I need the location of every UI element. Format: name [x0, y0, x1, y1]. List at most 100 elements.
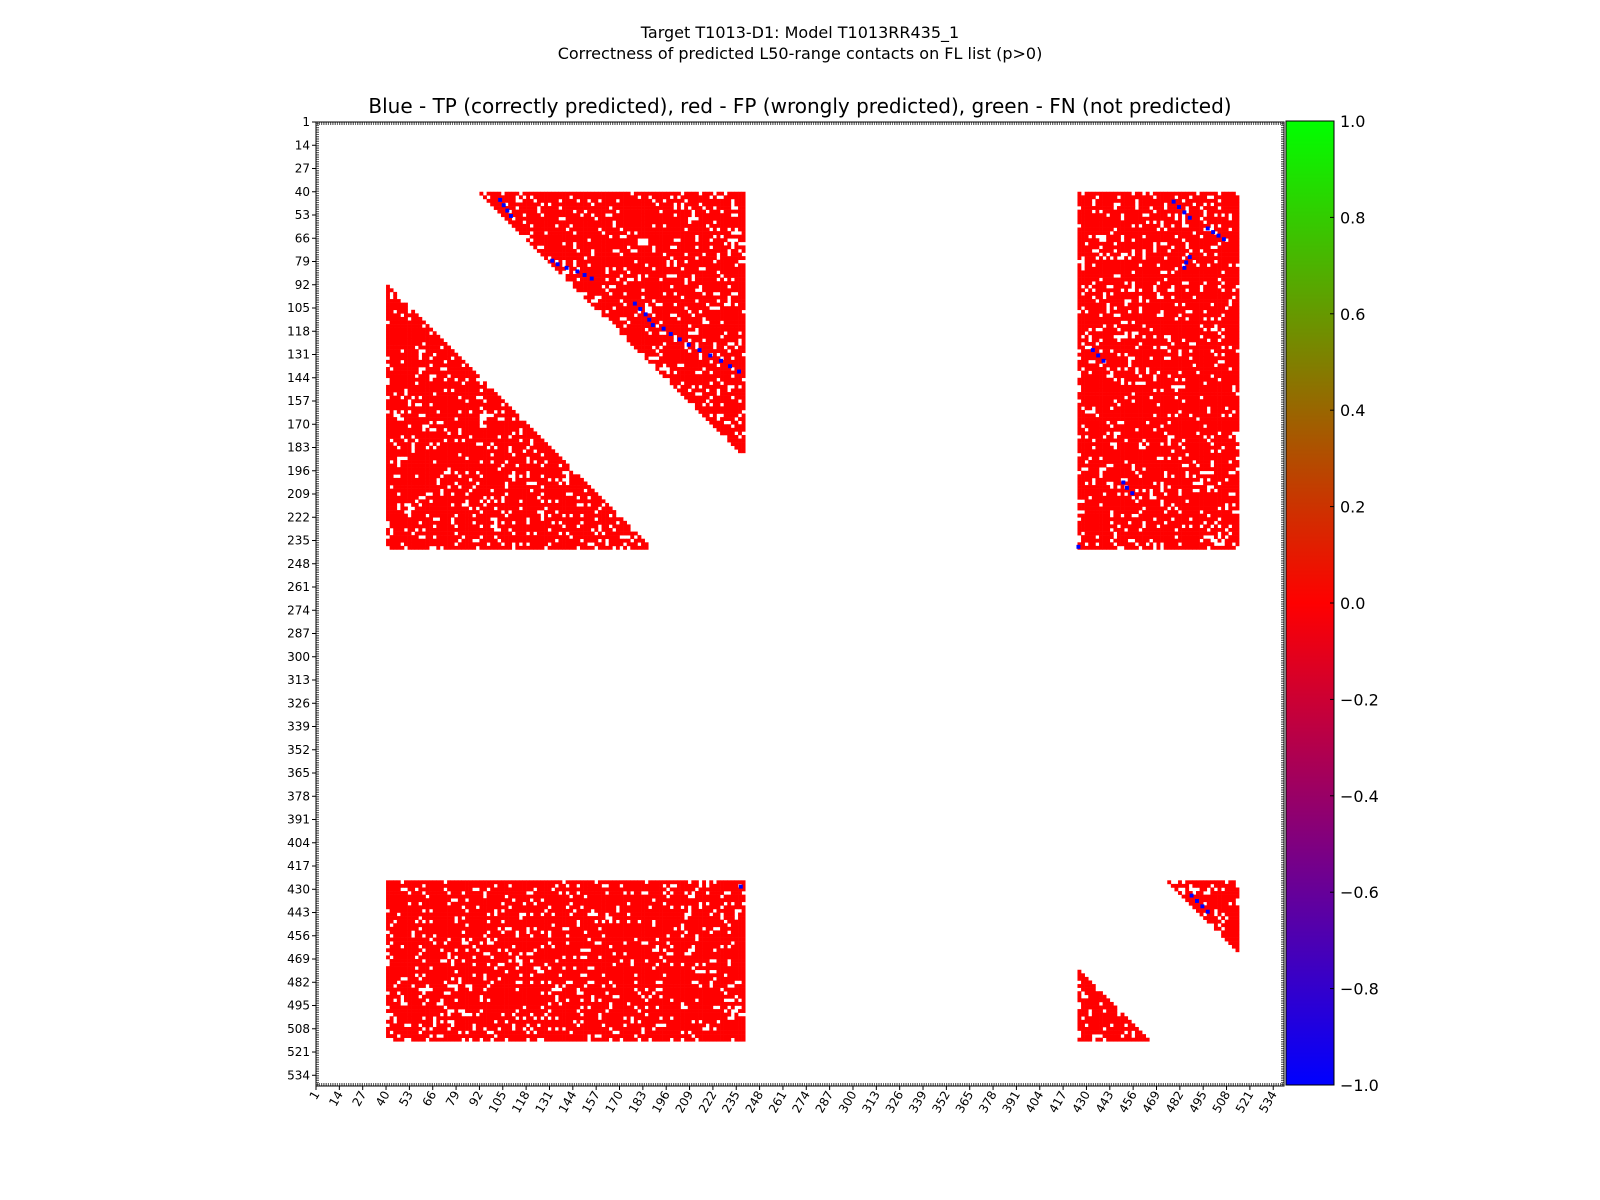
fp-cell — [436, 352, 441, 357]
fp-cell — [572, 492, 577, 497]
fp-cell — [734, 266, 739, 271]
fp-cell — [551, 195, 556, 200]
fp-cell — [425, 345, 430, 350]
fp-cell — [389, 384, 394, 389]
fp-cell — [691, 198, 696, 203]
fp-cell — [554, 513, 559, 518]
fp-cell — [587, 281, 592, 286]
fp-cell — [1113, 213, 1118, 218]
fp-cell — [497, 477, 502, 482]
fp-cell — [393, 381, 398, 386]
fp-cell — [626, 316, 631, 321]
fp-cell — [432, 381, 437, 386]
fp-cell — [712, 377, 717, 382]
fp-cell — [619, 259, 624, 264]
fp-cell — [691, 306, 696, 311]
fp-cell — [421, 417, 426, 421]
fp-cell — [709, 338, 714, 343]
fp-cell — [648, 270, 653, 275]
fp-cell — [475, 409, 480, 414]
fp-cell — [454, 456, 459, 461]
fp-cell — [404, 334, 408, 339]
fp-cell — [404, 316, 408, 321]
fp-cell — [400, 513, 405, 518]
fp-cell — [429, 474, 434, 479]
fp-cell — [641, 256, 645, 261]
fp-cell — [734, 256, 739, 261]
fp-cell — [702, 313, 707, 318]
fp-cell — [651, 216, 656, 221]
fp-cell — [702, 234, 707, 239]
fp-cell — [716, 367, 721, 371]
fp-cell — [623, 238, 627, 243]
fp-cell — [497, 452, 502, 457]
fp-cell — [425, 417, 430, 421]
fp-cell — [630, 295, 635, 300]
fp-cell — [425, 452, 430, 457]
fp-cell — [508, 460, 513, 464]
fp-cell — [590, 281, 595, 286]
fp-cell — [727, 231, 732, 235]
fp-cell — [472, 456, 477, 461]
fp-cell — [450, 460, 455, 464]
fp-cell — [601, 245, 606, 250]
fp-cell — [504, 445, 509, 450]
fp-cell — [594, 234, 599, 239]
fp-cell — [536, 460, 541, 464]
fp-cell — [734, 409, 739, 414]
fp-cell — [432, 463, 437, 468]
fp-cell — [386, 302, 390, 307]
fp-cell — [605, 281, 610, 286]
fp-cell — [723, 213, 728, 218]
fp-cell — [594, 263, 599, 268]
fp-cell — [702, 302, 707, 307]
fp-cell — [414, 470, 419, 475]
fp-cell — [691, 341, 696, 346]
fp-cell — [676, 306, 681, 311]
fp-cell — [386, 288, 390, 293]
fp-cell — [680, 245, 685, 250]
fp-cell — [644, 277, 649, 282]
fp-cell — [475, 460, 480, 464]
fp-cell — [1127, 198, 1132, 203]
fp-cell — [536, 213, 541, 218]
fp-cell — [583, 506, 588, 511]
fp-cell — [418, 377, 423, 382]
fp-cell — [414, 377, 419, 382]
fp-cell — [612, 302, 617, 307]
fp-cell — [694, 277, 699, 282]
fp-cell — [727, 359, 732, 364]
fp-cell — [612, 245, 617, 250]
fp-cell — [651, 334, 656, 339]
fp-cell — [702, 349, 707, 354]
fp-cell — [504, 191, 509, 196]
fp-cell — [389, 424, 394, 429]
fp-cell — [536, 513, 541, 518]
fp-cell — [612, 320, 617, 325]
fp-cell — [508, 470, 513, 475]
fp-cell — [705, 356, 710, 361]
fp-cell — [558, 524, 563, 529]
fp-cell — [590, 488, 595, 493]
fp-cell — [429, 345, 434, 350]
fp-cell — [479, 538, 484, 543]
fp-cell — [536, 452, 541, 457]
fp-cell — [447, 370, 451, 375]
fp-cell — [414, 406, 419, 411]
fp-cell — [504, 409, 509, 414]
fp-cell — [619, 216, 624, 221]
fp-cell — [576, 499, 581, 504]
fp-cell — [687, 352, 692, 357]
fp-cell — [562, 220, 566, 225]
fp-cell — [712, 198, 717, 203]
fp-cell — [630, 338, 635, 343]
fp-cell — [475, 485, 480, 489]
fp-cell — [554, 502, 559, 507]
fp-cell — [605, 238, 610, 243]
fp-cell — [673, 223, 678, 228]
fp-cell — [1188, 198, 1193, 203]
fp-cell — [712, 299, 717, 303]
fp-cell — [418, 438, 423, 443]
fp-cell — [720, 377, 724, 382]
fp-cell — [450, 413, 455, 418]
